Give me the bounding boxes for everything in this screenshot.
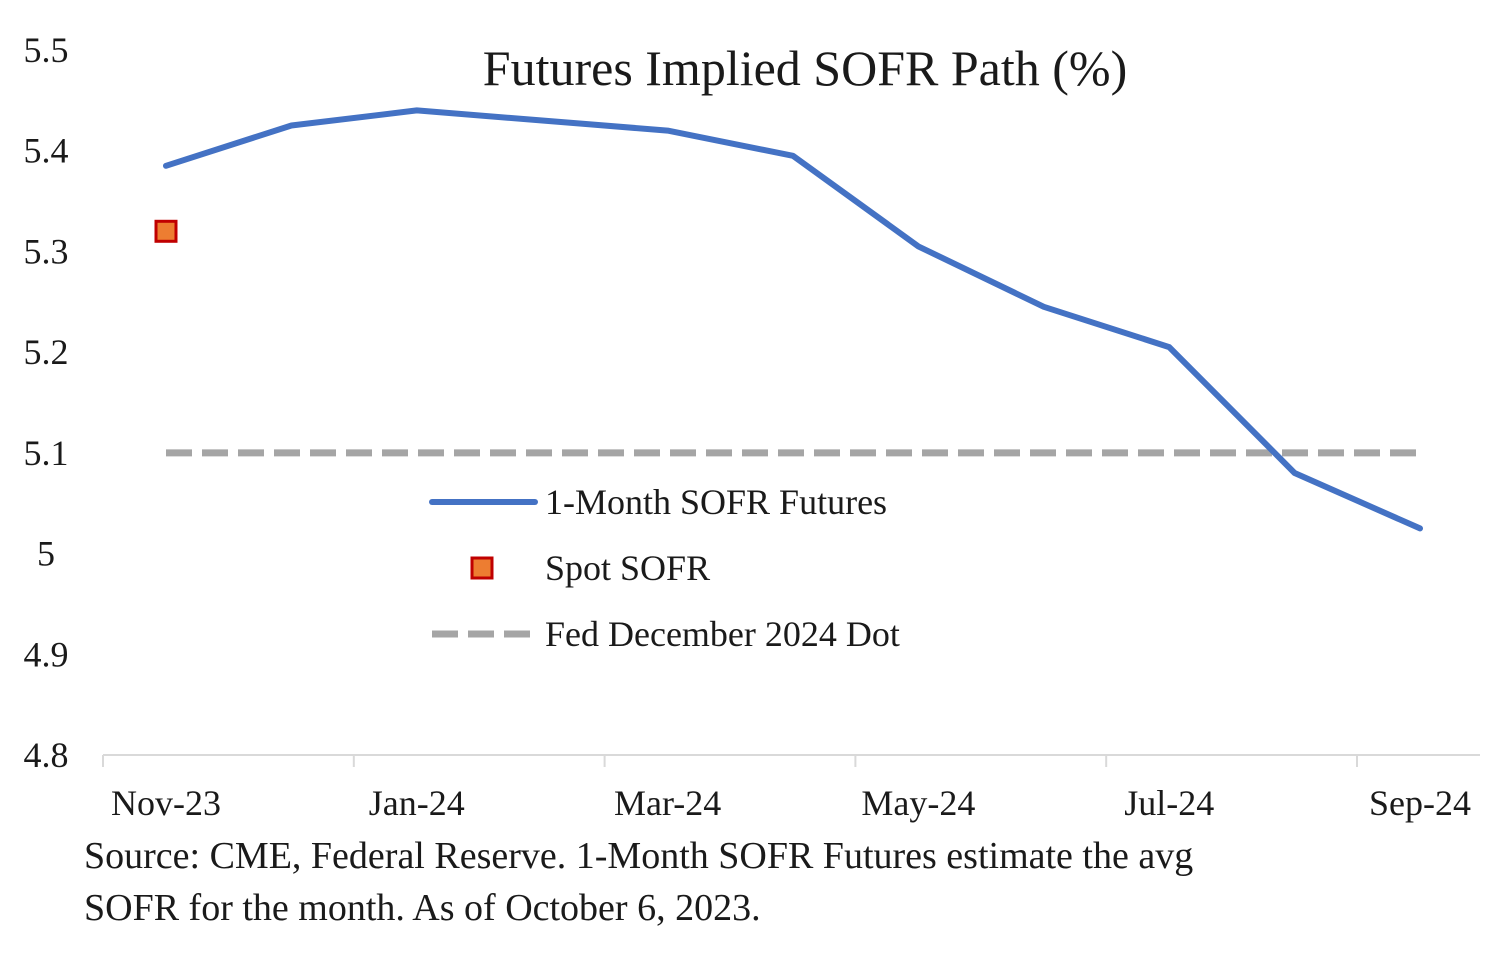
- y-tick-label: 5.2: [24, 332, 69, 372]
- x-tick-label: Sep-24: [1369, 783, 1471, 823]
- y-tick-label: 5.3: [24, 231, 69, 271]
- x-tick-label: Jan-24: [369, 783, 465, 823]
- x-tick-label: Mar-24: [614, 783, 721, 823]
- sofr-futures-point: [1419, 527, 1421, 529]
- legend-spot-sofr-label: Spot SOFR: [545, 548, 710, 588]
- legend-sofr-futures-label: 1-Month SOFR Futures: [545, 482, 887, 522]
- sofr-futures-point: [290, 125, 292, 127]
- legend-spot-sofr-swatch: [470, 556, 494, 580]
- sofr-futures-point: [1168, 346, 1170, 348]
- x-tick-label: Nov-23: [111, 783, 221, 823]
- source-note-line-2: SOFR for the month. As of October 6, 202…: [84, 887, 761, 929]
- y-tick-label: 5.5: [24, 30, 69, 70]
- x-tick-label: May-24: [861, 783, 975, 823]
- legend-fed-dot-label: Fed December 2024 Dot: [545, 614, 900, 654]
- y-tick-label: 4.8: [24, 735, 69, 775]
- y-tick-label: 5.1: [24, 433, 69, 473]
- x-tick-label: Jul-24: [1124, 783, 1214, 823]
- x-axis: Nov-23 Jan-24 Mar-24 May-24 Jul-24 Sep-24: [102, 754, 1480, 823]
- sofr-futures-point: [917, 245, 919, 247]
- sofr-futures-point: [541, 120, 543, 121]
- plot-area: [154, 107, 1423, 532]
- series-sofr-futures-line: [163, 107, 1423, 532]
- sofr-futures-point: [667, 130, 669, 132]
- sofr-futures-point: [1294, 472, 1296, 474]
- spot-sofr-marker: [154, 219, 178, 243]
- sofr-futures-point: [165, 165, 167, 167]
- y-tick-label: 5: [37, 534, 55, 574]
- legend: 1-Month SOFR Futures Spot SOFR Fed Decembe…: [429, 482, 900, 654]
- sofr-futures-point: [416, 109, 418, 111]
- y-tick-label: 4.9: [24, 634, 69, 674]
- sofr-path-chart: Futures Implied SOFR Path (%) 4.8 4.9 5 5.1…: [24, 30, 1480, 823]
- y-axis: 4.8 4.9 5 5.1 5.2 5.3 5.4 5.5: [24, 30, 69, 775]
- chart-title: Futures Implied SOFR Path (%): [483, 40, 1127, 96]
- sofr-futures-point: [792, 155, 794, 157]
- source-note: Source: CME, Federal Reserve. 1-Month SO…: [84, 830, 1464, 934]
- source-note-line-1: Source: CME, Federal Reserve. 1-Month SO…: [84, 835, 1194, 877]
- sofr-futures-point: [1043, 306, 1045, 308]
- y-tick-label: 5.4: [24, 131, 69, 171]
